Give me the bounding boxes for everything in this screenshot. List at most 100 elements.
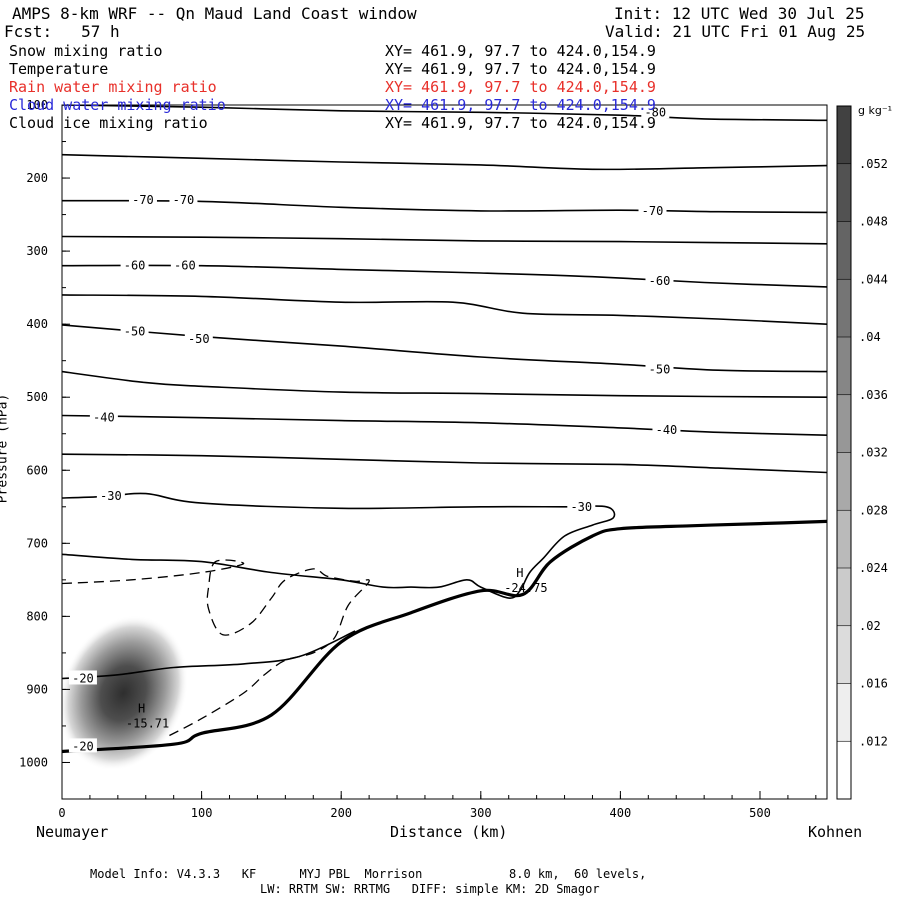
x-tick-label: 300 [470, 806, 492, 820]
extremum-value: -24.75 [504, 581, 547, 595]
ice-shading [62, 615, 189, 771]
contour-label-bg [652, 422, 681, 437]
x-tick-label: 100 [191, 806, 213, 820]
y-tick-label: 300 [26, 244, 48, 258]
colorbar-label: .036 [859, 388, 888, 402]
colorbar-label: .012 [859, 734, 888, 748]
extremum-value: -15.71 [126, 716, 169, 730]
contour-labels: -80 -70 -70 -70 -60 -60 -60 -50 -50 -50 -40 -40 -30 -… [68, 104, 681, 753]
temperature-contour [62, 294, 827, 325]
contour-label: -40 [656, 423, 678, 437]
contour-label-bg [89, 409, 118, 424]
contour-label-bg [68, 738, 97, 753]
y-tick-label: 100 [26, 98, 48, 112]
colorbar-segment [837, 741, 851, 799]
field-cross-section: XY= 461.9, 97.7 to 424.0,154.9 [385, 42, 656, 60]
colorbar-label: .044 [859, 272, 888, 286]
x-tick-label: 200 [330, 806, 352, 820]
contour-label: -70 [642, 204, 664, 218]
contour-label-bg [567, 498, 596, 513]
colorbar-segment [837, 337, 851, 395]
extremum-symbol: H [516, 566, 523, 580]
x-axis-label: Distance (km) [390, 823, 508, 841]
field-cross-section: XY= 461.9, 97.7 to 424.0,154.9 [385, 78, 656, 96]
colorbar-label: .032 [859, 446, 888, 460]
contour-label-bg [68, 670, 97, 685]
colorbar-segment [837, 568, 851, 626]
contour-label-bg [169, 191, 198, 206]
temperature-contour [62, 235, 827, 245]
field-cross-section: XY= 461.9, 97.7 to 424.0,154.9 [385, 60, 656, 78]
terrain-line [62, 519, 827, 754]
temperature-contour [62, 414, 827, 436]
colorbar-segment [837, 106, 851, 164]
field-cross-section: XY= 461.9, 97.7 to 424.0,154.9 [385, 114, 656, 132]
forecast-hour: Fcst: 57 h [4, 22, 120, 41]
colorbar-segment [837, 221, 851, 280]
contour-label: -70 [132, 193, 154, 207]
temperature-contour [62, 324, 827, 373]
field-name: Rain water mixing ratio [9, 78, 217, 96]
x-left-label: Neumayer [36, 823, 109, 841]
y-tick-label: 900 [26, 682, 48, 696]
contour-label-bg [645, 273, 674, 288]
chart-title: AMPS 8-km WRF -- Qn Maud Land Coast wind… [12, 4, 417, 23]
temperature-contour [62, 453, 827, 474]
temperature-contour [62, 105, 827, 122]
colorbar-segment [837, 163, 851, 222]
contour-label: -40 [93, 411, 115, 425]
ice-shading-core [62, 615, 189, 771]
x-right-label: Kohnen [808, 823, 863, 841]
y-tick-label: 800 [26, 609, 48, 623]
x-tick-label: 400 [610, 806, 632, 820]
y-tick-label: 1000 [19, 755, 48, 769]
colorbar-unit: g kg⁻¹ [858, 104, 892, 117]
temperature-contour [62, 492, 616, 599]
colorbar-label: .016 [859, 677, 888, 691]
y-axis-label: Pressure (hPa) [0, 393, 11, 504]
colorbar-label: .048 [859, 215, 888, 229]
axes: 0 100 200 300 400 500 100 200 300 400 500 600 700 800… [19, 98, 817, 820]
init-time: Init: 12 UTC Wed 30 Jul 25 [614, 4, 865, 23]
contour-label-bg [184, 330, 213, 345]
contour-label-bg [120, 323, 149, 338]
contour-label: -60 [174, 259, 196, 273]
colorbar: .012 .016 .02 .024 .028 .032 .036 .04 .044 .048 .0… [836, 104, 892, 800]
contour-label: -20 [72, 671, 94, 685]
plot-frame [61, 104, 828, 800]
field-cross-section: XY= 461.9, 97.7 to 424.0,154.9 [385, 96, 656, 114]
colorbar-segment [837, 452, 851, 511]
contour-label: -50 [649, 362, 671, 376]
y-tick-label: 500 [26, 390, 48, 404]
colorbar-segment [837, 279, 851, 337]
contour-label: -60 [649, 274, 671, 288]
terrain-line [62, 519, 827, 754]
model-info-line1: Model Info: V4.3.3 KF MYJ PBL Morrison 8… [90, 867, 647, 881]
contour-label-bg [120, 257, 149, 272]
contour-label: -20 [72, 739, 94, 753]
colorbar-label: .024 [859, 561, 888, 575]
temperature-contour [62, 199, 827, 214]
valid-time: Valid: 21 UTC Fri 01 Aug 25 [605, 22, 866, 41]
contour-label-bg [96, 487, 125, 502]
contour-label: -60 [124, 259, 146, 273]
x-tick-label: 500 [749, 806, 771, 820]
dashed-contours [62, 559, 370, 738]
temperature-contour [62, 370, 827, 398]
y-tick-label: 700 [26, 536, 48, 550]
contour-label: -70 [173, 193, 195, 207]
colorbar-label: .028 [859, 503, 888, 517]
contour-label: -50 [124, 324, 146, 338]
colorbar-segment [837, 625, 851, 684]
field-name: Snow mixing ratio [9, 42, 163, 60]
dashed-contour [62, 559, 370, 738]
field-name: Cloud water mixing ratio [9, 96, 226, 114]
temperature-contour [62, 630, 356, 680]
contour-label-bg [641, 104, 670, 119]
colorbar-label: .052 [859, 157, 888, 171]
field-name: Temperature [9, 60, 109, 78]
y-tick-label: 400 [26, 317, 48, 331]
colorbar-label: .04 [859, 330, 881, 344]
contour-label-bg [170, 257, 199, 272]
